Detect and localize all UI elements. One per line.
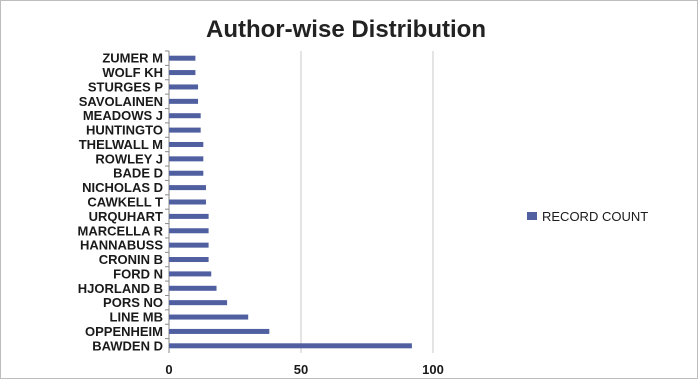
category-label: LINE MB bbox=[110, 310, 163, 325]
bar bbox=[169, 127, 201, 133]
category-label: PORS NO bbox=[103, 295, 163, 310]
bar bbox=[169, 84, 199, 90]
bar bbox=[169, 113, 201, 119]
category-label: ROWLEY J bbox=[95, 151, 163, 166]
category-label: HJORLAND B bbox=[78, 281, 163, 296]
category-label: HANNABUSS bbox=[80, 238, 163, 253]
bar bbox=[169, 70, 196, 76]
bar bbox=[169, 271, 212, 277]
category-label: STURGES P bbox=[88, 79, 163, 94]
category-label: BADE D bbox=[113, 166, 163, 181]
bars bbox=[169, 55, 412, 349]
bar bbox=[169, 257, 209, 263]
x-tick-label: 0 bbox=[165, 362, 172, 377]
legend-swatch bbox=[527, 212, 537, 220]
bar bbox=[169, 170, 204, 176]
category-label: SAVOLAINEN bbox=[79, 94, 163, 109]
category-label: HUNTINGTO bbox=[86, 123, 163, 138]
bar bbox=[169, 213, 209, 219]
bar bbox=[169, 343, 412, 349]
bar bbox=[169, 199, 206, 205]
x-tick-label: 50 bbox=[294, 362, 308, 377]
bar bbox=[169, 55, 196, 61]
bar bbox=[169, 300, 228, 306]
x-axis-ticks: 0 50 100 bbox=[165, 362, 443, 377]
x-tick-label: 100 bbox=[422, 362, 444, 377]
bar bbox=[169, 141, 204, 147]
category-label: ZUMER M bbox=[102, 51, 163, 66]
bar bbox=[169, 285, 217, 291]
bar bbox=[169, 185, 206, 191]
bar bbox=[169, 156, 204, 162]
category-label: MEADOWS J bbox=[83, 108, 163, 123]
category-label: WOLF KH bbox=[102, 65, 163, 80]
chart-title: Author-wise Distribution bbox=[206, 16, 486, 43]
category-label: THELWALL M bbox=[79, 137, 163, 152]
category-label: OPPENHEIM bbox=[85, 324, 163, 339]
category-label: BAWDEN D bbox=[92, 338, 163, 353]
category-label: CRONIN B bbox=[99, 252, 163, 267]
legend: RECORD COUNT bbox=[527, 209, 648, 224]
bar bbox=[169, 328, 270, 334]
category-label: URQUHART bbox=[89, 209, 163, 224]
bar bbox=[169, 228, 209, 234]
category-label: MARCELLA R bbox=[78, 223, 164, 238]
bar bbox=[169, 98, 199, 104]
category-label: FORD N bbox=[113, 266, 163, 281]
bar bbox=[169, 314, 249, 320]
category-label: NICHOLAS D bbox=[82, 180, 163, 195]
bar bbox=[169, 242, 209, 248]
legend-label: RECORD COUNT bbox=[542, 209, 648, 224]
category-label: CAWKELL T bbox=[87, 195, 163, 210]
